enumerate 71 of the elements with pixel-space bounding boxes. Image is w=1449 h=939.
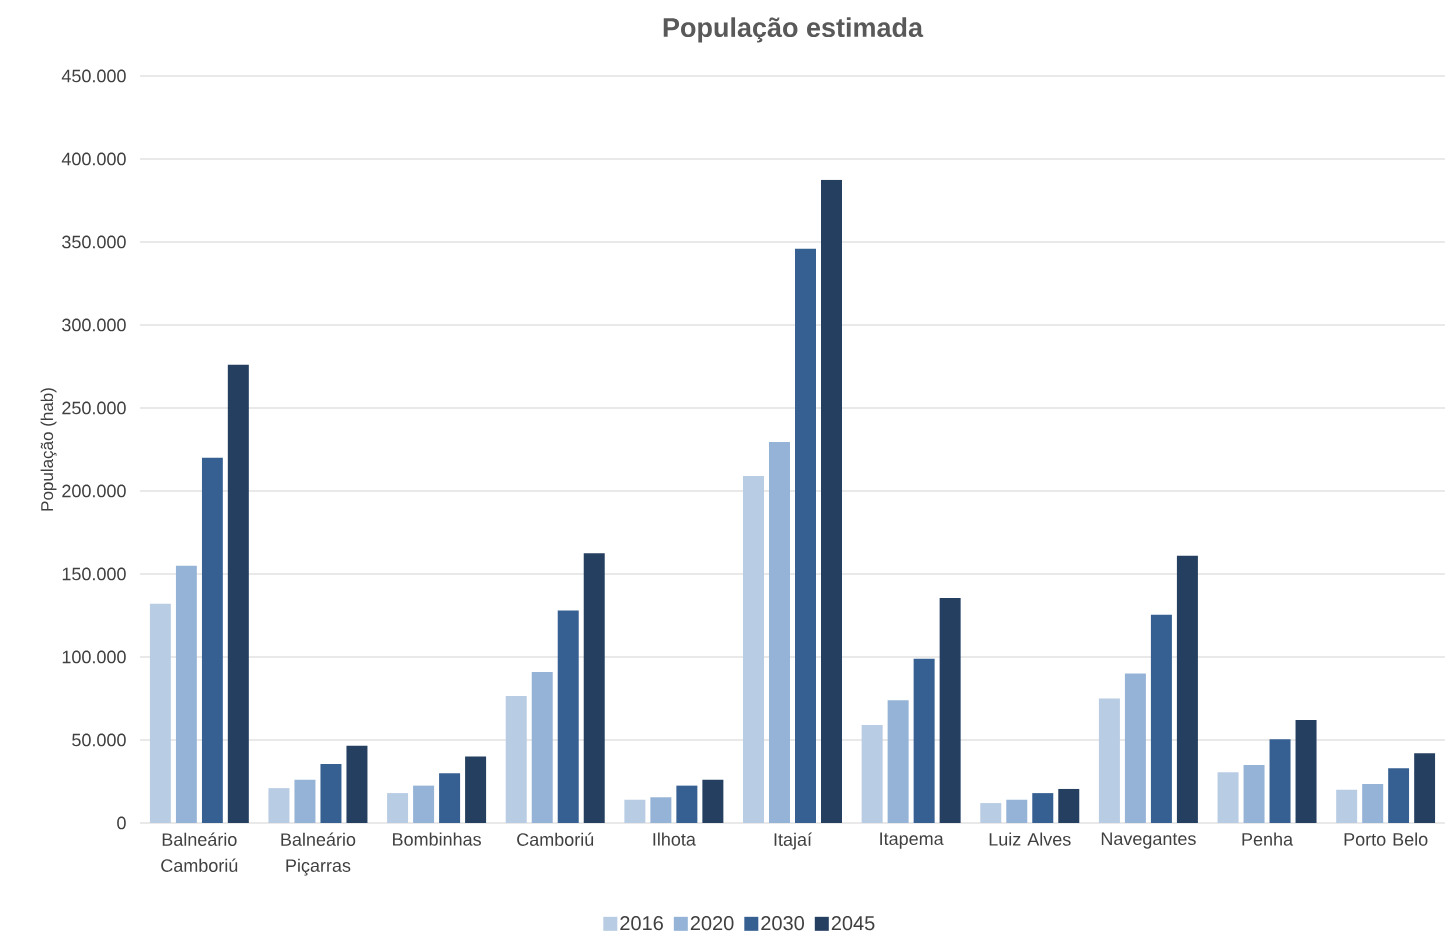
bar [439, 773, 461, 823]
y-tick-label: 400.000 [61, 152, 126, 166]
bar [413, 785, 435, 823]
bar [227, 364, 249, 823]
bar [1124, 673, 1146, 823]
bar [1176, 555, 1198, 823]
bar [650, 797, 672, 823]
bar [268, 788, 290, 823]
y-tick-label: 450.000 [61, 69, 126, 83]
y-tick-label: 50.000 [72, 733, 126, 747]
bar [387, 793, 409, 823]
legend-label: 2045 [831, 916, 875, 931]
y-tick-label: 150.000 [62, 567, 126, 581]
x-tick-label: Balneário Camboriú [161, 832, 238, 872]
bar [320, 764, 342, 823]
bar [624, 799, 646, 823]
bar [175, 565, 197, 823]
bar [887, 700, 909, 823]
x-tick-label: Ilhota [653, 832, 696, 846]
bar [769, 442, 790, 823]
legend-label: 2016 [620, 916, 663, 931]
chart-title: População estimada [663, 17, 924, 43]
x-tick-label: Penha [1242, 832, 1294, 846]
bar [201, 457, 223, 823]
bar [861, 725, 883, 823]
bar [702, 779, 724, 823]
bar [1295, 720, 1317, 823]
bar [1388, 768, 1410, 823]
y-tick-label: 250.000 [62, 401, 126, 415]
x-tick-label: Camboriú [517, 832, 594, 846]
legend-label: 2030 [761, 916, 804, 931]
bar [795, 248, 816, 823]
bar [1269, 739, 1291, 823]
bar [294, 779, 316, 823]
bar [1243, 764, 1265, 823]
x-tick-label: Bombinhas [393, 832, 481, 846]
y-tick-label: 200.000 [62, 484, 126, 498]
bar [531, 671, 553, 823]
bar [1058, 788, 1080, 823]
bar [1336, 789, 1358, 823]
x-tick-label: Porto Belo [1344, 832, 1428, 846]
bar [821, 179, 842, 823]
x-tick-label: Itajaí [774, 832, 812, 850]
bar [1150, 614, 1172, 823]
y-tick-label: 300.000 [62, 318, 126, 332]
y-axis-title: População (hab) [40, 388, 57, 511]
bar [676, 785, 698, 823]
y-tick-label: 100.000 [62, 650, 126, 664]
bar [980, 803, 1002, 823]
bar [939, 598, 961, 823]
bar [1362, 783, 1384, 823]
bar [583, 553, 605, 823]
bar [505, 696, 527, 823]
bar [743, 476, 764, 823]
bar [557, 610, 579, 823]
x-tick-label: Itapema [880, 832, 944, 849]
x-tick-label: Navegantes [1101, 832, 1196, 849]
x-tick-label: Balneário Piçarras [281, 832, 356, 876]
bar [1414, 753, 1436, 823]
bar [1217, 772, 1239, 823]
bar [1006, 799, 1028, 823]
bar [1032, 793, 1054, 823]
bar [346, 745, 368, 823]
bar [465, 756, 487, 823]
x-tick-label: Luiz Alves [989, 832, 1071, 846]
legend-label: 2020 [690, 916, 734, 931]
y-tick-label: 0 [117, 816, 126, 830]
bar [913, 658, 935, 823]
bar [149, 603, 171, 823]
bar [1098, 698, 1120, 823]
y-tick-label: 350.000 [62, 235, 126, 249]
